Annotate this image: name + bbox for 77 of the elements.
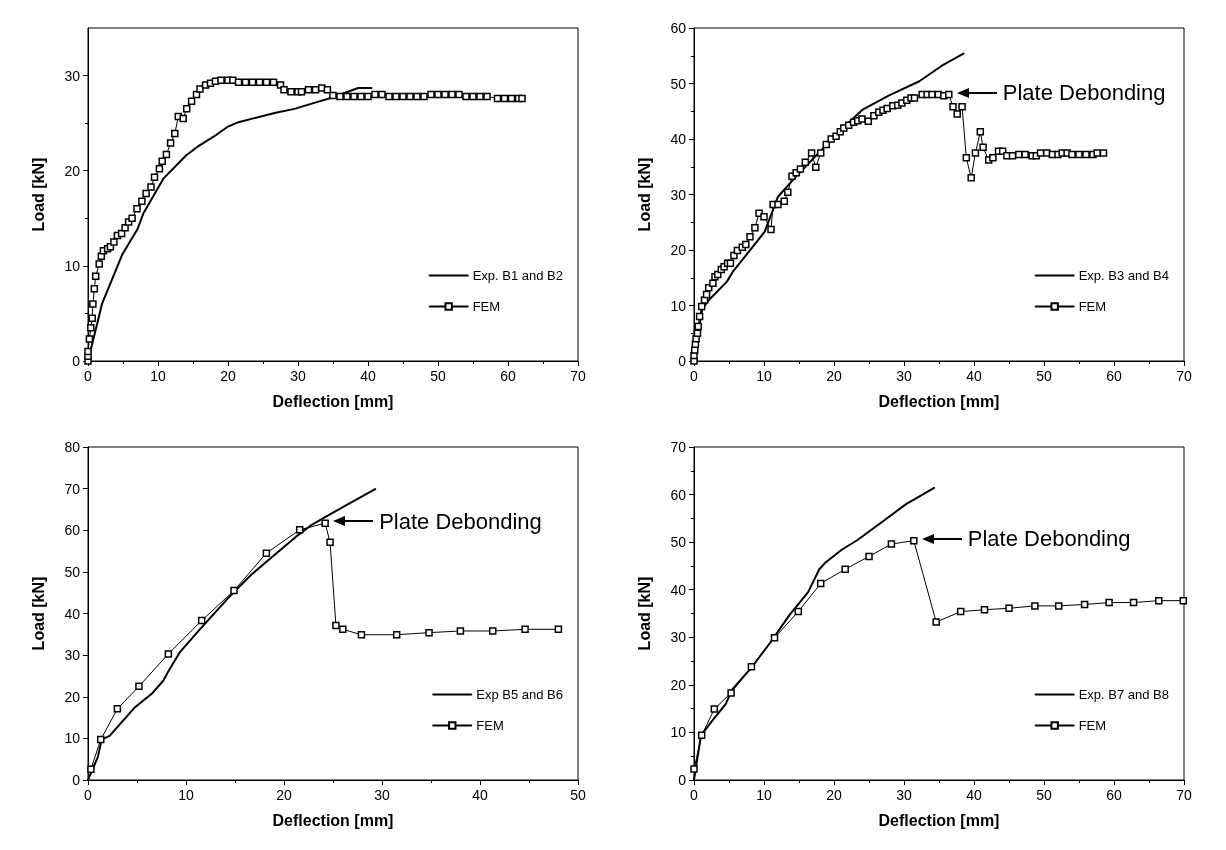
- x-tick-label: 30: [290, 368, 306, 384]
- y-axis-title: Load [kN]: [635, 576, 653, 651]
- x-tick-label: 50: [1036, 368, 1052, 384]
- y-tick-label: 30: [670, 186, 687, 203]
- x-tick-label: 40: [966, 368, 982, 384]
- x-tick-label: 20: [220, 368, 236, 384]
- y-tick-label: 10: [670, 297, 687, 314]
- x-tick-label: 70: [1176, 368, 1192, 384]
- legend-label: Exp B5 and B6: [476, 687, 564, 702]
- y-tick-label: 50: [670, 534, 687, 551]
- annotation: Plate Debonding: [379, 508, 542, 534]
- x-tick-label: 0: [690, 787, 699, 803]
- y-tick-label: 20: [64, 162, 81, 179]
- x-tick-label: 20: [276, 787, 292, 803]
- x-tick-label: 40: [966, 787, 982, 803]
- x-tick-label: 0: [690, 368, 699, 384]
- legend-label: FEM: [1078, 718, 1107, 733]
- y-tick-label: 60: [64, 522, 81, 539]
- x-tick-label: 50: [1036, 787, 1052, 803]
- x-tick-label: 40: [472, 787, 488, 803]
- x-tick-label: 70: [570, 368, 586, 384]
- y-tick-label: 50: [64, 563, 81, 580]
- y-axis-title: Load [kN]: [635, 157, 653, 232]
- y-tick-label: 70: [670, 439, 687, 455]
- x-tick-label: 20: [826, 368, 842, 384]
- y-tick-label: 40: [64, 605, 81, 622]
- x-tick-label: 60: [1106, 368, 1122, 384]
- y-tick-label: 20: [670, 242, 687, 258]
- y-tick-label: 30: [64, 647, 81, 664]
- x-tick-label: 60: [500, 368, 516, 384]
- x-axis-title: Deflection [mm]: [878, 811, 1000, 829]
- x-tick-label: 10: [178, 787, 194, 803]
- y-tick-label: 10: [670, 724, 687, 741]
- y-tick-label: 50: [670, 75, 687, 92]
- x-tick-label: 10: [756, 787, 772, 803]
- y-tick-label: 60: [670, 486, 687, 503]
- y-tick-label: 60: [670, 20, 687, 36]
- y-axis-title: Load [kN]: [29, 576, 47, 651]
- x-tick-label: 0: [84, 787, 93, 803]
- y-axis-title: Load [kN]: [29, 157, 47, 232]
- x-tick-label: 0: [84, 368, 93, 384]
- legend-label: FEM: [476, 718, 504, 733]
- x-axis-title: Deflection [mm]: [878, 392, 1000, 410]
- x-tick-label: 10: [756, 368, 772, 384]
- y-tick-label: 20: [670, 676, 687, 693]
- y-tick-label: 0: [678, 353, 687, 369]
- y-tick-label: 70: [64, 480, 81, 497]
- legend-label: FEM: [1078, 299, 1107, 314]
- y-tick-label: 10: [64, 730, 81, 747]
- x-tick-label: 30: [896, 787, 912, 803]
- y-tick-label: 0: [72, 772, 81, 788]
- x-tick-label: 30: [896, 368, 912, 384]
- annotation: Plate Debonding: [1002, 80, 1166, 106]
- legend-label: Exp. B7 and B8: [1078, 687, 1169, 702]
- y-tick-label: 30: [670, 629, 687, 646]
- y-tick-label: 40: [670, 581, 687, 598]
- y-tick-label: 30: [64, 67, 81, 84]
- legend-label: Exp. B3 and B4: [1078, 268, 1169, 283]
- y-tick-label: 40: [670, 131, 687, 147]
- x-tick-label: 50: [570, 787, 586, 803]
- x-tick-label: 10: [150, 368, 166, 384]
- x-axis-title: Deflection [mm]: [272, 811, 394, 829]
- x-tick-label: 60: [1106, 787, 1122, 803]
- x-tick-label: 20: [826, 787, 842, 803]
- x-tick-label: 30: [374, 787, 390, 803]
- y-tick-label: 0: [678, 772, 687, 788]
- annotation: Plate Debonding: [967, 526, 1131, 552]
- y-tick-label: 20: [64, 688, 81, 705]
- y-tick-label: 0: [72, 353, 81, 369]
- x-axis-title: Deflection [mm]: [272, 392, 394, 410]
- legend-label: FEM: [472, 299, 501, 314]
- x-tick-label: 70: [1176, 787, 1192, 803]
- legend-label: Exp. B1 and B2: [472, 268, 563, 283]
- y-tick-label: 80: [64, 439, 81, 455]
- x-tick-label: 40: [360, 368, 376, 384]
- x-tick-label: 50: [430, 368, 446, 384]
- y-tick-label: 10: [64, 257, 81, 274]
